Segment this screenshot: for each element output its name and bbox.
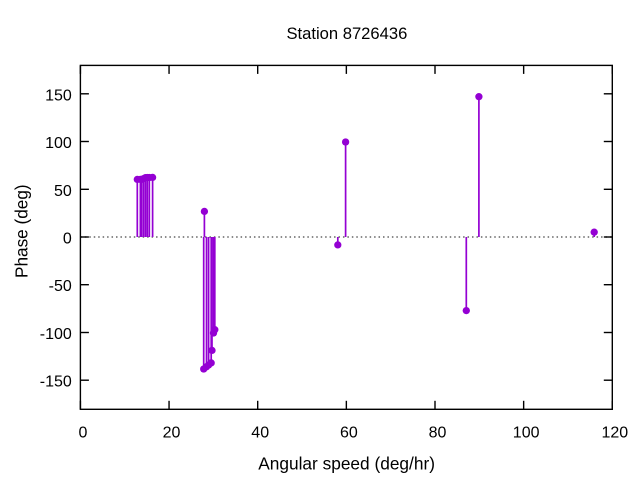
svg-text:150: 150 [45, 87, 72, 104]
svg-text:100: 100 [513, 425, 540, 442]
svg-text:50: 50 [54, 183, 72, 200]
svg-text:40: 40 [251, 425, 269, 442]
svg-text:-150: -150 [40, 374, 72, 391]
svg-text:0: 0 [78, 425, 87, 442]
svg-text:120: 120 [601, 425, 628, 442]
svg-text:20: 20 [163, 425, 181, 442]
svg-text:100: 100 [45, 135, 72, 152]
svg-text:Station 8726436: Station 8726436 [286, 24, 407, 43]
svg-text:Phase (deg): Phase (deg) [12, 184, 32, 278]
svg-text:Angular speed (deg/hr): Angular speed (deg/hr) [258, 453, 435, 473]
svg-text:60: 60 [340, 425, 358, 442]
svg-text:0: 0 [63, 231, 72, 248]
svg-text:-50: -50 [49, 278, 72, 295]
svg-text:-100: -100 [40, 326, 72, 343]
svg-text:80: 80 [429, 425, 447, 442]
